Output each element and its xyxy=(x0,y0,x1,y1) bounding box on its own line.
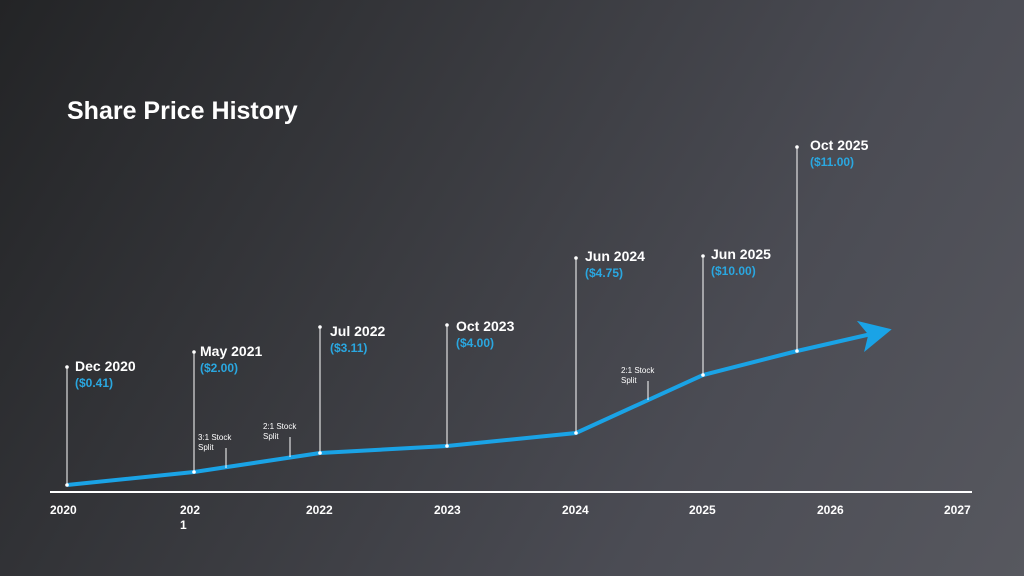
milestone-price: ($4.75) xyxy=(585,266,624,280)
milestone-date: Jun 2024 xyxy=(585,248,645,264)
dot xyxy=(574,256,578,260)
year-label: 2021 xyxy=(180,503,201,532)
split-note: 2:1 Stock Split xyxy=(263,422,297,441)
dot xyxy=(192,470,196,474)
milestone-price: ($0.41) xyxy=(75,376,114,390)
dot xyxy=(192,350,196,354)
year-label: 2024 xyxy=(562,503,589,517)
dot xyxy=(795,349,799,353)
dot xyxy=(445,444,449,448)
milestone-price: ($2.00) xyxy=(200,361,239,375)
dot xyxy=(65,483,69,487)
dot xyxy=(318,451,322,455)
dot xyxy=(65,365,69,369)
year-label: 2026 xyxy=(817,503,844,517)
title: Share Price History xyxy=(67,97,298,125)
dot xyxy=(795,145,799,149)
year-label: 2027 xyxy=(944,503,971,517)
milestone-price: ($4.00) xyxy=(456,336,495,350)
milestone-date: May 2021 xyxy=(200,343,263,359)
milestone-price: ($11.00) xyxy=(810,155,855,169)
year-label: 2022 xyxy=(306,503,333,517)
dot xyxy=(701,373,705,377)
dot xyxy=(318,325,322,329)
milestone-date: Dec 2020 xyxy=(75,358,136,374)
dot xyxy=(574,431,578,435)
price-line xyxy=(66,320,892,487)
split-note: 2:1 Stock Split xyxy=(621,366,655,385)
year-label: 2023 xyxy=(434,503,461,517)
year-label: 2025 xyxy=(689,503,716,517)
split-note: 3:1 Stock Split xyxy=(198,433,232,452)
dot xyxy=(445,323,449,327)
milestone-date: Oct 2023 xyxy=(456,318,515,334)
milestone-date: Jul 2022 xyxy=(330,323,386,339)
year-label: 2020 xyxy=(50,503,77,517)
milestone-date: Jun 2025 xyxy=(711,246,771,262)
milestone-price: ($10.00) xyxy=(711,264,756,278)
milestone-price: ($3.11) xyxy=(330,341,368,355)
dot xyxy=(701,254,705,258)
milestone-date: Oct 2025 xyxy=(810,137,869,153)
